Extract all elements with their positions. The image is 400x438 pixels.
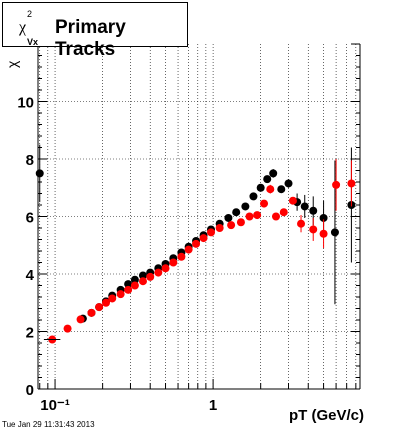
data-point-black — [130, 275, 139, 284]
data-point-red — [215, 224, 224, 232]
x-axis-label: pT (GeV/c) — [288, 407, 364, 424]
timestamp: Tue Jan 29 11:31:43 2013 — [2, 420, 95, 429]
data-point-red — [192, 239, 201, 248]
data-point-red — [236, 218, 245, 227]
data-point-black — [35, 169, 44, 178]
data-point-black — [319, 213, 328, 222]
data-point-black — [249, 192, 258, 201]
data-point-red — [266, 185, 275, 194]
data-point-red — [177, 252, 186, 261]
data-point-red — [101, 298, 110, 307]
data-point-red — [347, 179, 356, 188]
x-tick-label: 10⁻¹ — [40, 397, 70, 414]
y-tick-label: 2 — [26, 325, 34, 342]
data-point-red — [207, 228, 216, 237]
grid-lines — [38, 44, 360, 390]
data-point-red — [95, 303, 104, 312]
data-point-black — [232, 208, 241, 217]
data-point-black — [300, 202, 309, 211]
y-tick-label: 0 — [26, 382, 34, 399]
data-point-red — [271, 212, 280, 221]
y-axis-label: χ — [4, 60, 20, 68]
data-point-black — [256, 183, 265, 192]
data-point-red — [279, 208, 288, 217]
title-panel: 2 χ Vx Primary Tracks — [2, 2, 188, 60]
axes — [37, 43, 361, 390]
data-point-red — [63, 324, 72, 333]
data-point-red — [76, 315, 85, 324]
data-point-black — [263, 175, 272, 184]
data-point-red — [124, 285, 133, 294]
data-point-red — [108, 294, 117, 303]
data-point-black — [284, 179, 293, 188]
data-point-red — [309, 225, 318, 234]
data-point-red — [154, 268, 163, 277]
data-point-red — [138, 277, 147, 286]
data-point-red — [161, 264, 170, 273]
data-point-red — [87, 308, 96, 317]
data-point-black — [138, 271, 147, 280]
tick-labels: 0 2 4 6 8 10 10⁻¹ 1 χ — [4, 60, 217, 414]
data-point-red — [288, 196, 297, 205]
chi-symbol: χ — [19, 19, 27, 36]
data-point-red — [297, 219, 306, 228]
data-point-red — [245, 212, 254, 221]
y-tick-label: 10 — [17, 95, 34, 112]
data-point-red — [184, 245, 193, 254]
series-group — [35, 144, 356, 323]
data-point-red — [260, 199, 269, 208]
chi-subscript: Vx — [27, 37, 39, 47]
data-point-red — [130, 281, 139, 290]
data-point-black — [224, 213, 233, 222]
data-point-black — [241, 202, 250, 211]
y-tick-label: 8 — [26, 152, 34, 169]
series-group — [48, 159, 356, 344]
data-point-black — [269, 169, 278, 178]
data-point-red — [169, 258, 178, 267]
chi-superscript: 2 — [27, 9, 33, 19]
data-point-red — [319, 229, 328, 238]
y-tick-label: 4 — [26, 267, 35, 284]
x-tick-label: 1 — [209, 397, 217, 414]
data-point-red — [332, 180, 341, 189]
data-point-red — [253, 211, 262, 220]
y-tick-label: 6 — [26, 210, 34, 227]
data-point-red — [146, 272, 155, 281]
data-point-red — [116, 290, 125, 299]
data-point-black — [277, 185, 286, 194]
data-series — [35, 144, 356, 344]
chart-title: Primary Tracks — [55, 17, 126, 60]
data-point-red — [199, 234, 208, 243]
data-point-red — [227, 221, 236, 230]
data-point-black — [309, 206, 318, 215]
data-point-black — [330, 228, 339, 237]
data-point-black — [124, 280, 133, 289]
